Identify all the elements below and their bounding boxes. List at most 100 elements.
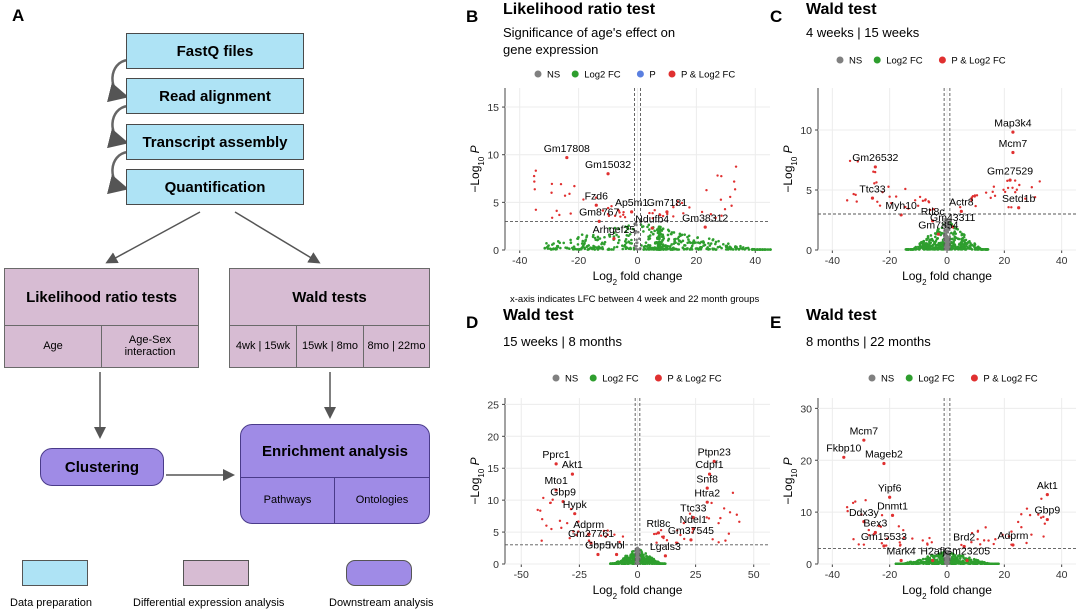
legend-label: NS [849, 56, 862, 67]
data-point [940, 245, 944, 248]
data-point [968, 239, 971, 243]
significant-point [907, 207, 910, 210]
data-point [583, 241, 586, 245]
significant-point [854, 193, 857, 197]
data-point [658, 247, 661, 251]
legend-dot [636, 70, 644, 78]
data-point [920, 241, 924, 244]
data-point [624, 230, 628, 234]
data-point [952, 560, 955, 564]
data-point [945, 240, 948, 244]
significant-point [1016, 520, 1020, 524]
data-point [953, 248, 957, 251]
significant-point [533, 180, 536, 183]
significant-point [675, 203, 679, 206]
data-point [577, 247, 581, 251]
gene-label: Actr8 [949, 197, 974, 209]
x-tick-label: 0 [635, 255, 641, 267]
legend-label: NS [565, 374, 578, 385]
data-point [636, 230, 640, 234]
legend-dot [873, 56, 881, 64]
enrichment-cell-pathways: Pathways [241, 477, 335, 523]
significant-point [1018, 183, 1021, 187]
significant-point [573, 184, 576, 188]
data-point [729, 247, 732, 251]
significant-point [882, 461, 886, 466]
significant-point [597, 219, 601, 224]
data-point [591, 235, 595, 239]
gene-label: Yipf6 [878, 482, 902, 494]
data-point [707, 237, 711, 240]
significant-point [870, 196, 875, 200]
data-point [707, 241, 710, 245]
chart-subtitle: gene expression [503, 42, 598, 57]
data-point [697, 247, 701, 250]
data-point [650, 230, 653, 234]
significant-point [921, 539, 924, 542]
significant-point [601, 209, 605, 212]
significant-point [872, 170, 875, 173]
data-point [629, 241, 632, 245]
data-point [721, 242, 725, 246]
significant-point [994, 538, 997, 541]
significant-point [1028, 513, 1032, 517]
data-point [925, 237, 928, 241]
data-point [926, 248, 930, 251]
data-point [587, 247, 591, 251]
data-point [647, 223, 651, 227]
significant-point [974, 204, 977, 208]
significant-point [594, 203, 598, 207]
data-point [661, 235, 665, 238]
data-point [631, 227, 635, 231]
gene-label: Akt1 [1037, 480, 1058, 492]
data-point [937, 227, 940, 231]
gene-label: Gm17808 [544, 143, 590, 155]
data-point [607, 247, 611, 251]
data-point [918, 242, 922, 246]
significant-point [594, 196, 598, 199]
panel-letter-a: A [12, 6, 25, 25]
data-point [727, 242, 730, 245]
data-point [642, 230, 645, 233]
y-tick-label: 10 [487, 150, 499, 162]
data-point [960, 242, 964, 245]
data-point [672, 242, 676, 245]
data-point [634, 247, 638, 250]
data-point [655, 236, 659, 240]
data-point [624, 238, 628, 241]
data-point [625, 241, 628, 245]
data-point [651, 232, 655, 236]
data-point [973, 246, 976, 249]
gene-label: Gm43311 [930, 212, 975, 224]
significant-point [534, 208, 538, 212]
data-point [642, 245, 646, 249]
data-point [909, 248, 912, 251]
data-point [911, 562, 915, 566]
data-point [581, 239, 585, 243]
data-point [670, 248, 674, 251]
significant-point [680, 201, 684, 205]
x-tick-label: -40 [512, 255, 527, 267]
significant-point [873, 182, 876, 185]
data-point [997, 562, 1000, 566]
significant-point [1040, 497, 1043, 500]
data-point [573, 247, 577, 251]
data-point [591, 247, 595, 251]
gene-label: Rtl8c [921, 206, 945, 218]
data-point [615, 233, 618, 237]
data-point [670, 243, 673, 246]
significant-point [875, 181, 878, 184]
data-point [934, 232, 938, 236]
data-point [559, 246, 562, 250]
data-point [963, 241, 967, 244]
data-point [962, 562, 966, 565]
legend-dot [552, 374, 560, 382]
significant-point [987, 539, 990, 542]
chart-title: Wald test [806, 307, 877, 324]
legend-label: NS [547, 70, 560, 81]
data-point [669, 232, 673, 236]
data-point [919, 560, 923, 563]
y-tick-label: 10 [487, 495, 499, 507]
gene-label: Gm27529 [987, 165, 1033, 177]
significant-point [864, 498, 867, 502]
